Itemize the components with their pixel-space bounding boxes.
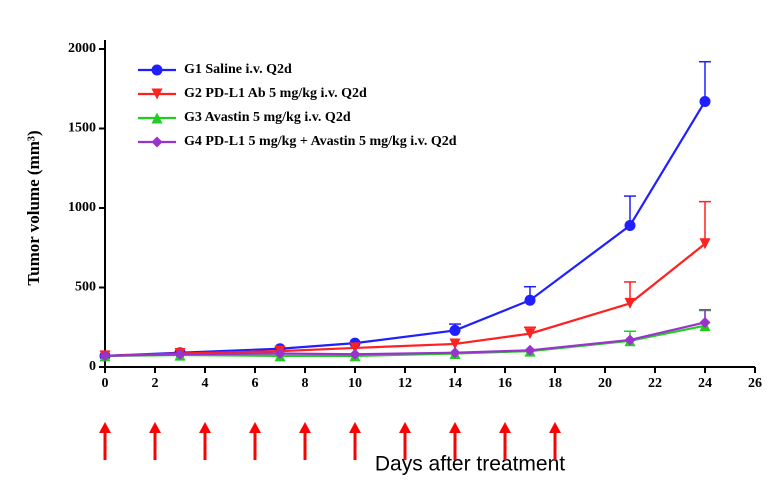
x-tick-label: 2: [152, 376, 159, 391]
error-bar: [699, 200, 711, 244]
marker: [624, 219, 636, 231]
y-tick-label: 2000: [68, 41, 96, 56]
y-tick-label: 1000: [68, 200, 96, 215]
marker: [524, 328, 536, 340]
x-tick-label: 8: [302, 376, 309, 391]
marker: [274, 347, 286, 359]
x-tick-label: 14: [448, 376, 462, 391]
x-axis-title: Days after treatment: [375, 453, 565, 476]
marker: [349, 342, 361, 354]
marker: [151, 88, 163, 100]
x-tick-label: 0: [102, 376, 109, 391]
dosing-arrow: [549, 422, 561, 460]
x-tick-label: 4: [202, 376, 209, 391]
marker: [151, 112, 163, 124]
x-tick-label: 22: [648, 376, 662, 391]
marker: [349, 348, 361, 360]
legend-label: G3 Avastin 5 mg/kg i.v. Q2d: [184, 110, 351, 125]
legend-label: G4 PD-L1 5 mg/kg + Avastin 5 mg/kg i.v. …: [184, 134, 457, 149]
marker: [449, 347, 461, 359]
dosing-arrow: [449, 422, 461, 460]
dosing-arrow: [499, 422, 511, 460]
marker: [524, 294, 536, 306]
marker: [449, 338, 461, 350]
series-line: [104, 242, 706, 357]
marker: [624, 334, 636, 346]
x-tick-label: 6: [252, 376, 259, 391]
x-tick-label: 12: [398, 376, 412, 391]
y-tick-label: 1500: [68, 121, 96, 136]
dosing-arrow: [399, 422, 411, 460]
error-bar: [699, 60, 711, 102]
legend-label: G1 Saline i.v. Q2d: [184, 62, 292, 77]
x-tick-label: 10: [348, 376, 362, 391]
marker: [699, 316, 711, 328]
dosing-arrow: [149, 422, 161, 460]
y-axis-title: Tumor volume (mm³): [24, 130, 43, 285]
legend-label: G2 PD-L1 Ab 5 mg/kg i.v. Q2d: [184, 86, 367, 101]
marker: [699, 95, 711, 107]
marker: [699, 238, 711, 250]
x-tick-label: 20: [598, 376, 612, 391]
x-tick-label: 18: [548, 376, 562, 391]
dosing-arrow: [99, 422, 111, 460]
dosing-arrow: [199, 422, 211, 460]
y-tick-label: 500: [75, 280, 96, 295]
marker: [99, 350, 111, 362]
dosing-arrow: [249, 422, 261, 460]
x-tick-label: 26: [748, 376, 762, 391]
marker: [151, 64, 163, 76]
y-tick-label: 0: [89, 359, 96, 374]
marker: [624, 297, 636, 309]
marker: [151, 136, 163, 148]
marker: [524, 344, 536, 356]
dosing-arrow: [349, 422, 361, 460]
x-tick-label: 24: [698, 376, 712, 391]
x-tick-label: 16: [498, 376, 512, 391]
series-line: [104, 321, 706, 357]
marker: [449, 324, 461, 336]
dosing-arrow: [299, 422, 311, 460]
marker: [174, 348, 186, 360]
